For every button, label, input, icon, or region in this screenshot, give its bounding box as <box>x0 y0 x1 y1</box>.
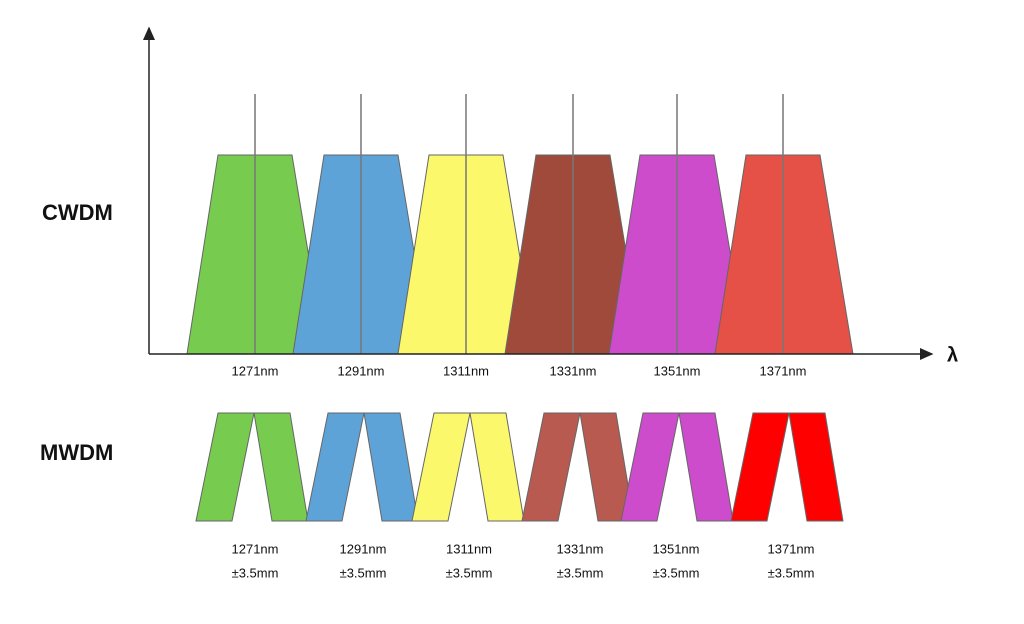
mwdm-band-right <box>253 412 309 522</box>
cwdm-band <box>714 154 854 355</box>
cwdm-wavelength: 1291nm <box>338 363 385 378</box>
mwdm-label: MWDM <box>40 440 113 465</box>
mwdm-band-right <box>363 412 419 522</box>
mwdm-wavelength: 1311nm <box>446 541 492 556</box>
mwdm-wavelength: 1351nm <box>653 541 700 556</box>
cwdm-label: CWDM <box>42 200 113 225</box>
mwdm-offset: ±3.5mm <box>340 565 387 580</box>
axis-label: λ <box>947 344 958 366</box>
mwdm-wavelength: 1291nm <box>340 541 387 556</box>
mwdm-band-right <box>469 412 525 522</box>
cwdm-wavelength: 1311nm <box>443 363 489 378</box>
cwdm-spectrum <box>186 94 854 355</box>
mwdm-band-left <box>521 412 581 522</box>
mwdm-band-left <box>411 412 471 522</box>
mwdm-offset: ±3.5mm <box>232 565 279 580</box>
mwdm-band-left <box>620 412 680 522</box>
mwdm-band-left <box>305 412 365 522</box>
mwdm-wavelength: 1331nm <box>557 541 604 556</box>
cwdm-wavelength: 1351nm <box>654 363 701 378</box>
mwdm-band-left <box>195 412 255 522</box>
mwdm-offset: ±3.5mm <box>557 565 604 580</box>
cwdm-wavelength: 1371nm <box>760 363 807 378</box>
mwdm-band-right <box>788 412 844 522</box>
mwdm-wavelength: 1271nm <box>232 541 279 556</box>
mwdm-spectrum <box>195 412 844 522</box>
mwdm-band-right <box>678 412 734 522</box>
cwdm-wavelength: 1331nm <box>550 363 597 378</box>
mwdm-wavelength: 1371nm <box>768 541 815 556</box>
mwdm-band-left <box>730 412 790 522</box>
mwdm-offset: ±3.5mm <box>768 565 815 580</box>
mwdm-offset: ±3.5mm <box>653 565 700 580</box>
mwdm-offset: ±3.5mm <box>446 565 493 580</box>
cwdm-wavelength: 1271nm <box>232 363 279 378</box>
